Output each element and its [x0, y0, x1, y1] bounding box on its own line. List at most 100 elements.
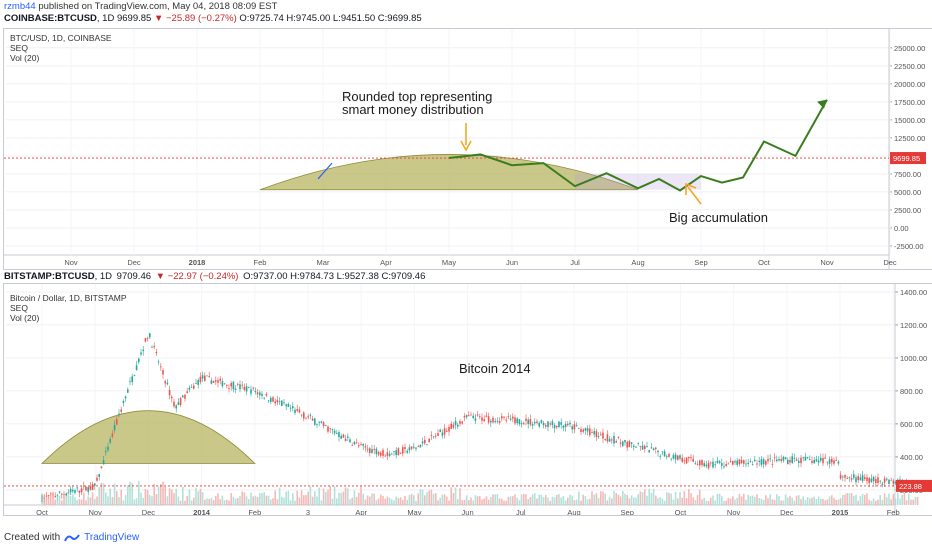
candle-body — [164, 381, 166, 384]
volume-bar — [604, 493, 606, 505]
candle-body — [578, 427, 580, 429]
volume-bar — [617, 494, 620, 505]
candle-body — [320, 421, 323, 423]
candle-body — [298, 409, 301, 413]
candle-body — [747, 462, 749, 464]
candle-body — [672, 455, 675, 459]
volume-bar — [413, 495, 415, 505]
volume-bar — [333, 486, 336, 505]
candle-body — [338, 431, 340, 438]
candle-body — [833, 460, 835, 464]
volume-bar — [336, 498, 338, 505]
candle-body — [325, 424, 327, 426]
author-link[interactable]: rzmb44 — [4, 1, 36, 12]
candle-body — [624, 440, 626, 443]
bitstamp-chart-svg[interactable]: 1400.00 1200.00 1000.00 800.00 600.00 400.00 2… — [4, 284, 932, 515]
candle-body — [666, 456, 668, 458]
candle-body — [718, 461, 721, 463]
tradingview-link[interactable]: TradingView — [84, 532, 140, 543]
volume-bar — [94, 499, 96, 505]
volume-bar — [360, 486, 362, 505]
study-seq[interactable]: SEQ — [10, 303, 28, 313]
candle-body — [102, 460, 105, 465]
volume-bar — [261, 493, 263, 505]
volume-bar — [509, 496, 512, 505]
coinbase-chart-svg[interactable]: 25000.00 22500.00 20000.00 17500.00 15000.00… — [4, 29, 932, 269]
candle-body — [380, 452, 382, 456]
volume-bar — [118, 497, 120, 505]
candle-body — [505, 419, 507, 421]
symbol-name[interactable]: COINBASE:BTCUSD — [4, 13, 97, 24]
candle-body — [333, 430, 336, 434]
candle-body — [487, 416, 490, 423]
volume-bar — [703, 497, 705, 505]
candle-body — [551, 421, 554, 426]
candle-body — [806, 457, 809, 458]
candle-body — [245, 386, 248, 392]
down-arrow-icon: ▼ — [153, 13, 164, 24]
symbol-name-2[interactable]: BITSTAMP:BTCUSD — [4, 271, 95, 282]
candle-body — [160, 366, 162, 368]
volume-bar — [496, 494, 499, 505]
candle-body — [681, 458, 683, 462]
candle-body — [129, 381, 131, 383]
candle-body — [190, 387, 193, 388]
volume-bar — [626, 494, 628, 505]
x-tick-label: Sep — [621, 508, 634, 515]
candle-body — [608, 438, 611, 442]
ohlc-values: O:9725.74 H:9745.00 L:9451.50 C:9699.85 — [239, 13, 422, 24]
candle-body — [265, 393, 268, 396]
volume-bar — [602, 491, 604, 505]
chart-panel-bitstamp[interactable]: 1400.00 1200.00 1000.00 800.00 600.00 400.00 2… — [3, 283, 932, 516]
volume-bar — [171, 489, 173, 505]
candle-body — [142, 349, 144, 352]
volume-bar — [248, 499, 250, 505]
candle-body — [201, 375, 204, 379]
volume-bar — [514, 494, 516, 505]
candle-body — [256, 392, 259, 395]
candle-body — [100, 466, 103, 469]
volume-bar — [287, 490, 290, 505]
candle-body — [65, 493, 67, 496]
candle-body — [490, 420, 492, 423]
volume-bar — [195, 487, 197, 505]
volume-bar — [842, 494, 844, 505]
candle-body — [872, 476, 875, 482]
candle-body — [835, 460, 837, 461]
candle-body — [443, 428, 446, 435]
candle-body — [74, 490, 76, 493]
candle-body — [501, 416, 503, 419]
chart-panel-coinbase[interactable]: 25000.00 22500.00 20000.00 17500.00 15000.00… — [3, 28, 932, 270]
candle-body — [842, 476, 844, 478]
candle-body — [204, 375, 206, 381]
candle-body — [593, 431, 595, 435]
study-volume[interactable]: Vol (20) — [10, 53, 40, 63]
y-tick-label: 2500.00 — [894, 206, 921, 215]
volume-bar — [395, 496, 397, 505]
volume-bar — [745, 499, 747, 505]
candle-body — [531, 424, 534, 426]
study-seq[interactable]: SEQ — [10, 43, 28, 53]
volume-bar — [371, 493, 373, 505]
panel-title: Bitcoin / Dollar, 1D, BITSTAMP — [10, 293, 127, 303]
volume-bar — [74, 497, 76, 505]
candle-body — [479, 416, 481, 417]
chart-header: rzmb44 published on TradingView.com, May… — [0, 0, 932, 26]
candle-body — [650, 447, 653, 449]
candle-body — [358, 445, 360, 447]
candle-body — [72, 489, 74, 492]
volume-bar — [685, 498, 688, 505]
candle-body — [69, 489, 72, 493]
volume-bar — [314, 491, 316, 505]
candle-body — [518, 419, 521, 425]
candle-body — [391, 453, 393, 455]
volume-bar — [619, 496, 622, 505]
study-volume[interactable]: Vol (20) — [10, 313, 40, 323]
volume-bar — [250, 492, 252, 505]
volume-bar — [452, 493, 455, 505]
volume-bar — [905, 500, 908, 505]
volume-bar — [408, 494, 411, 505]
x-tick-label: Jun — [462, 508, 474, 515]
candle-body — [888, 479, 890, 485]
volume-bar — [523, 493, 525, 505]
